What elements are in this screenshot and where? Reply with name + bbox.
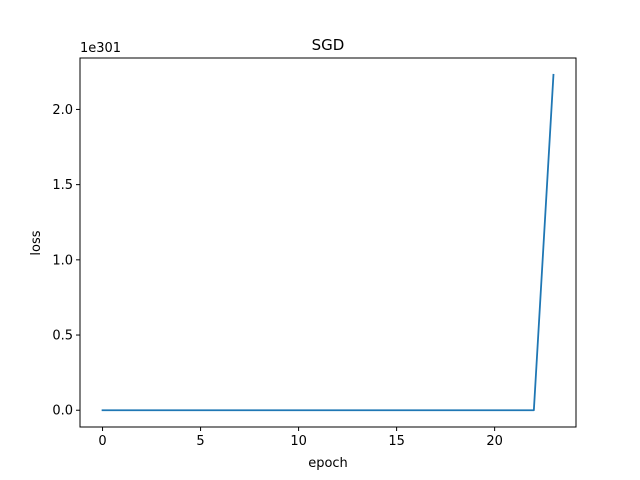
x-tick-label: 15 (388, 434, 405, 449)
y-tick-label: 1.0 (52, 253, 73, 268)
y-tick-label: 0.5 (52, 329, 73, 344)
x-tick-label: 10 (290, 434, 307, 449)
x-axis-label: epoch (308, 456, 348, 471)
y-axis-ticks: 0.0 0.5 1.0 1.5 2.0 (52, 103, 80, 419)
plot-frame (79, 57, 577, 428)
x-tick-label: 20 (486, 434, 503, 449)
series-layer (101, 73, 555, 412)
y-tick-label: 0.0 (52, 404, 73, 419)
y-axis-offset-label: 1e301 (80, 41, 121, 56)
y-axis-label: loss (29, 230, 44, 255)
x-axis-ticks: 0 5 10 15 20 (98, 427, 503, 449)
y-tick-label: 1.5 (52, 178, 73, 193)
x-tick-label: 0 (98, 434, 106, 449)
x-tick-label: 5 (196, 434, 204, 449)
chart-title: SGD (312, 36, 345, 54)
loss-series-line (101, 73, 555, 412)
y-tick-label: 2.0 (52, 103, 73, 118)
